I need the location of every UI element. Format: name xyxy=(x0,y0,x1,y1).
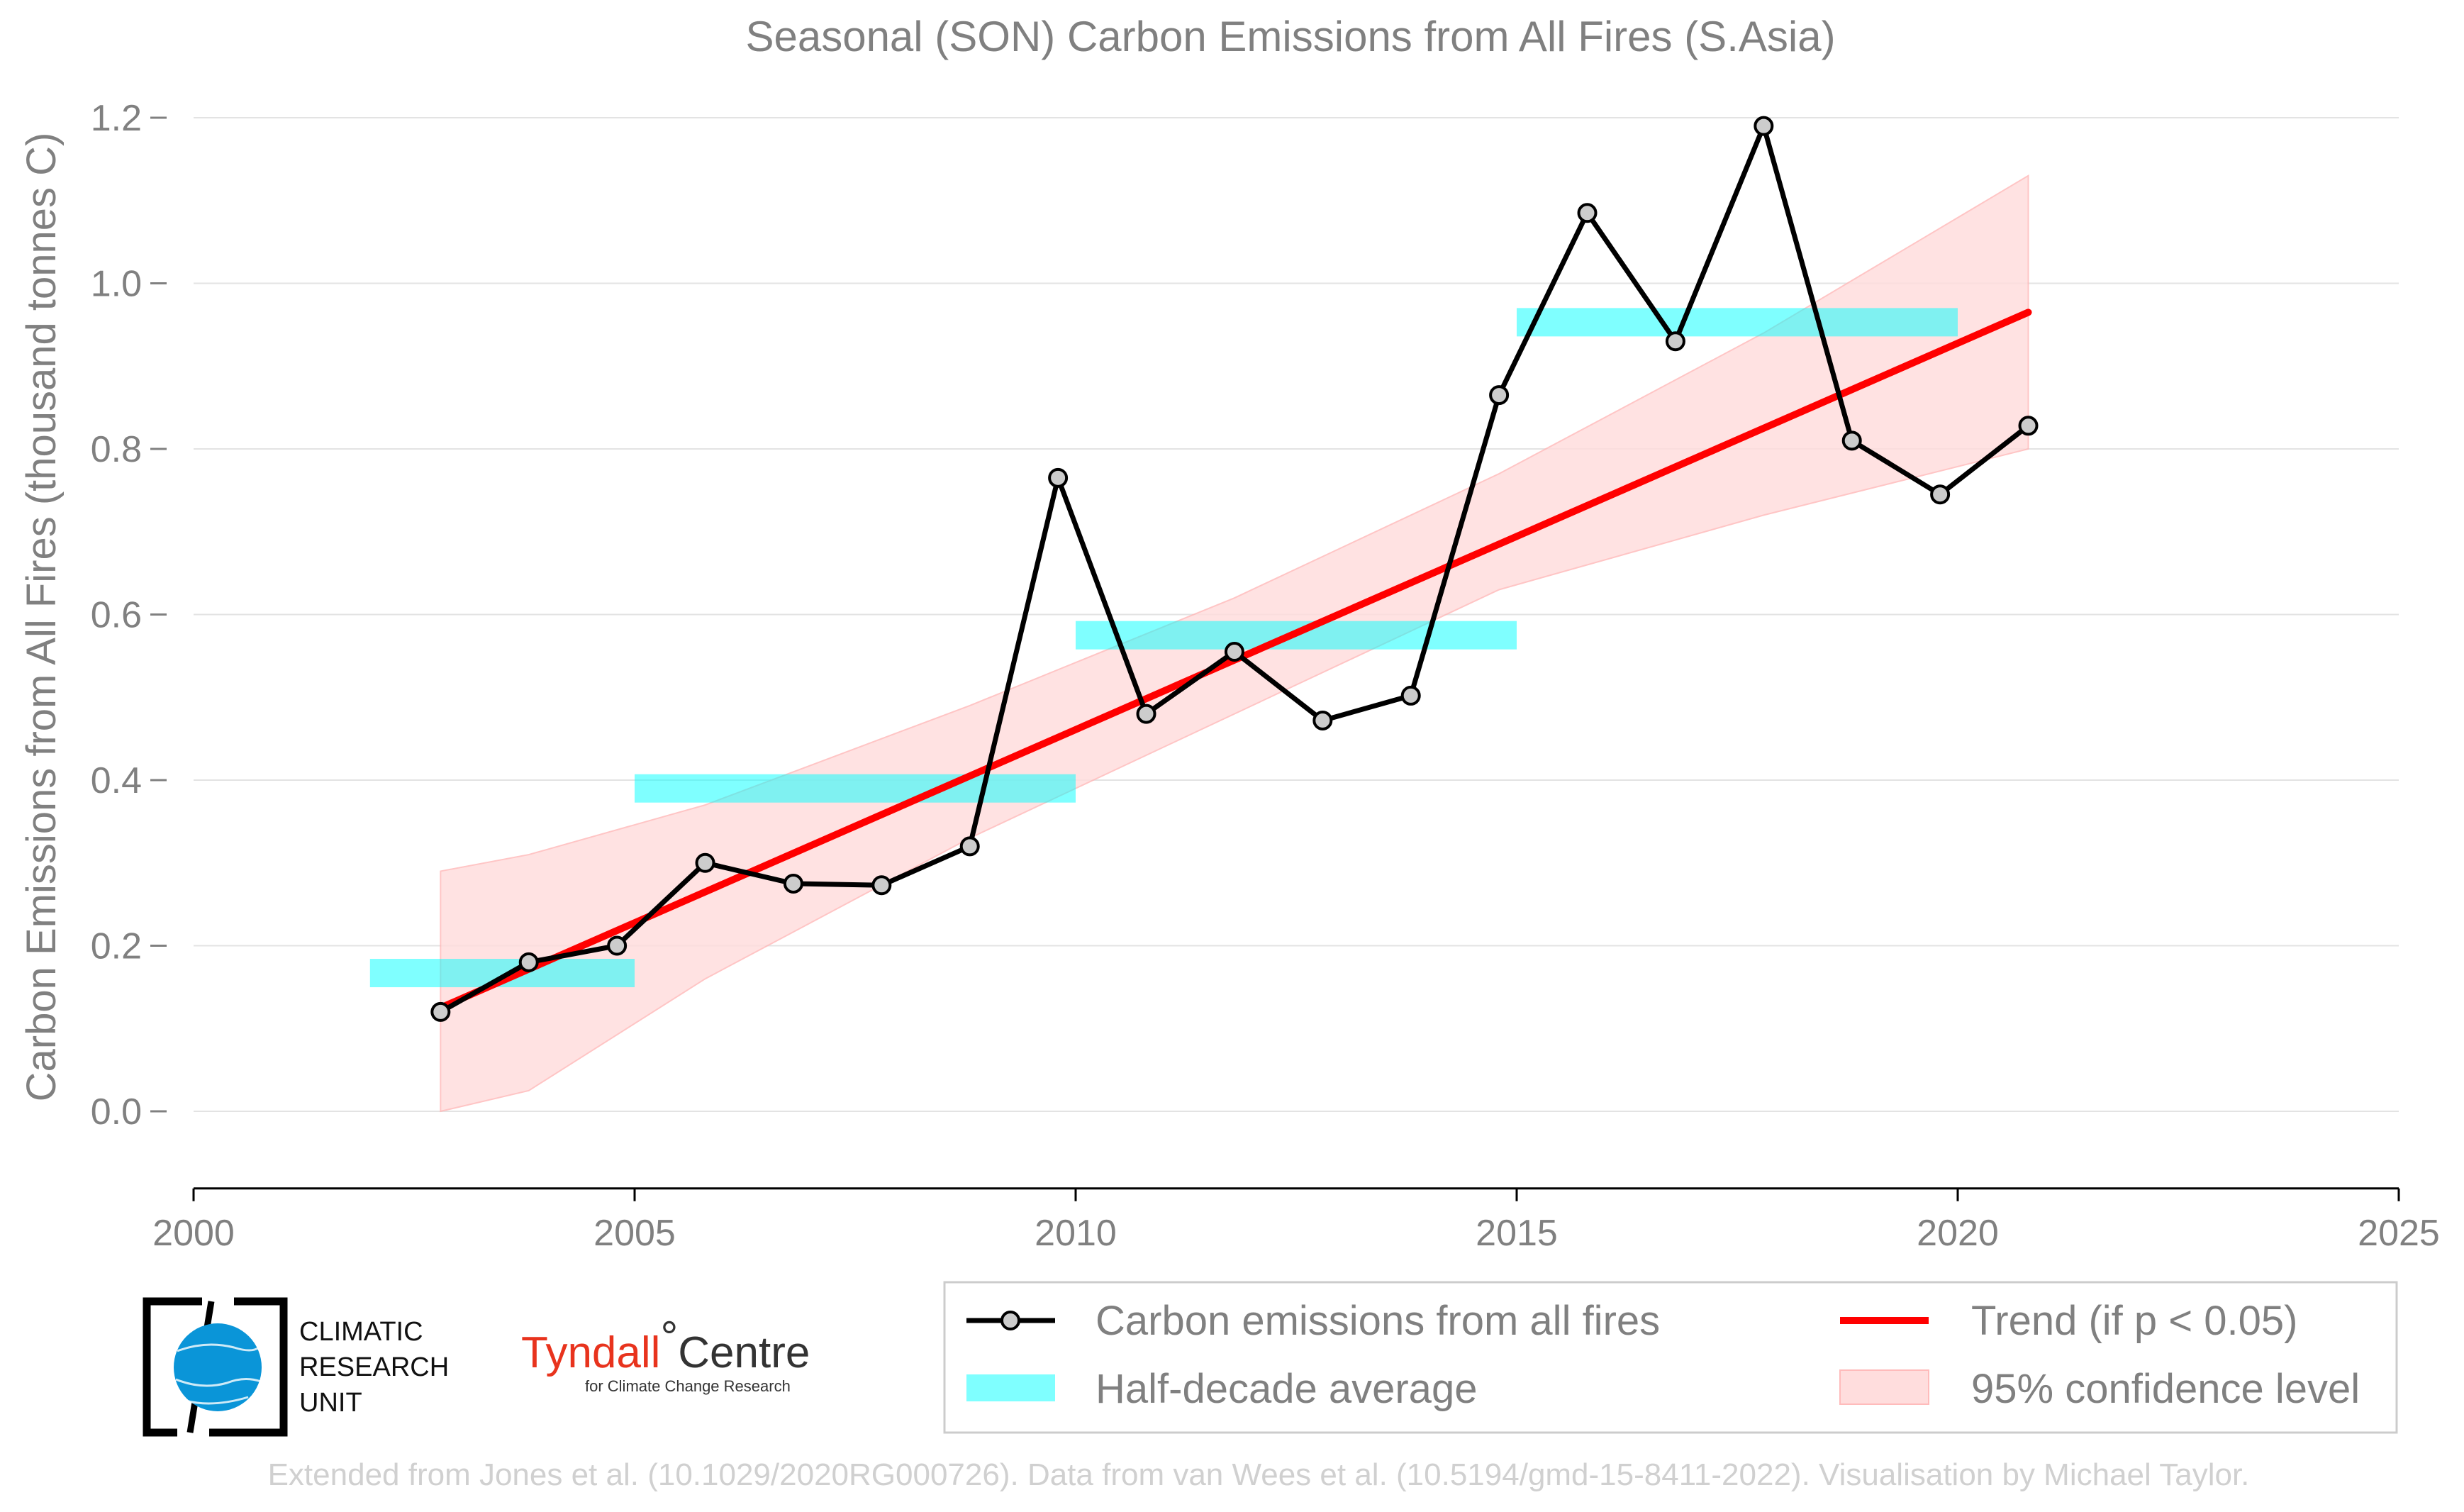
x-tick-label-3: 2015 xyxy=(1476,1213,1558,1254)
footer-credit: Extended from Jones et al. (10.1029/2020… xyxy=(268,1457,2250,1492)
legend-label-confidence: 95% confidence level xyxy=(1971,1366,2360,1412)
emissions-point-0 xyxy=(430,1001,451,1022)
emissions-point-18 xyxy=(2018,416,2039,436)
legend-box xyxy=(943,1281,2398,1434)
x-tick-label-4: 2020 xyxy=(1917,1213,1999,1254)
emissions-point-11 xyxy=(1400,685,1421,706)
emissions-point-13 xyxy=(1577,203,1598,223)
tyndall-logo-red: Tyndall xyxy=(521,1328,660,1377)
legend-marker-emissions xyxy=(1000,1311,1020,1330)
emissions-point-7 xyxy=(1048,467,1069,488)
y-tick-label-6: 1.2 xyxy=(91,98,142,139)
emissions-point-2 xyxy=(607,935,628,956)
x-tick-label-0: 2000 xyxy=(152,1213,235,1254)
cru-logo-line-2: RESEARCH xyxy=(299,1352,449,1382)
emissions-point-4 xyxy=(783,873,803,894)
y-axis-label: Carbon Emissions from All Fires (thousan… xyxy=(18,133,65,1102)
axes: 0.0 0.2 0.4 0.6 0.8 1.0 1.2 2000 2005 2010 2015 202… xyxy=(91,98,2440,1254)
emissions-point-5 xyxy=(871,875,892,896)
emissions-point-3 xyxy=(695,852,715,873)
tyndall-logo-dark: Centre xyxy=(678,1328,810,1377)
cru-logo: CLIMATIC RESEARCH UNIT xyxy=(143,1297,449,1437)
legend-label-half-decade: Half-decade average xyxy=(1096,1366,1477,1412)
cru-logo-line-1: CLIMATIC xyxy=(299,1317,423,1347)
tyndall-logo: Tyndall°Centre for Climate Change Resear… xyxy=(521,1313,810,1395)
emissions-point-15 xyxy=(1754,116,1774,136)
emissions-point-9 xyxy=(1224,642,1244,662)
y-tick-label-2: 0.4 xyxy=(91,760,142,801)
y-tick-label-3: 0.6 xyxy=(91,595,142,636)
emissions-point-10 xyxy=(1312,710,1333,730)
emissions-series-layer xyxy=(430,116,2039,1022)
half-decade-bar-1 xyxy=(635,774,1076,803)
emissions-point-17 xyxy=(1930,484,1951,505)
y-tick-label-4: 0.8 xyxy=(91,429,142,470)
legend-swatch-half-decade xyxy=(966,1374,1055,1401)
legend: Carbon emissions from all fires Trend (i… xyxy=(943,1281,2398,1434)
legend-label-emissions: Carbon emissions from all fires xyxy=(1096,1298,1660,1344)
y-tick-label-1: 0.2 xyxy=(91,926,142,967)
emissions-point-1 xyxy=(518,952,539,972)
legend-label-trend: Trend (if p < 0.05) xyxy=(1971,1298,2297,1344)
legend-swatch-confidence xyxy=(1839,1369,1929,1405)
cru-logo-line-3: UNIT xyxy=(299,1388,362,1418)
y-tick-label-0: 0.0 xyxy=(91,1091,142,1133)
emissions-point-6 xyxy=(959,836,980,857)
y-tick-label-5: 1.0 xyxy=(91,264,142,305)
tyndall-logo-title: Tyndall°Centre xyxy=(521,1313,810,1377)
emissions-point-8 xyxy=(1136,704,1156,724)
emissions-point-16 xyxy=(1841,430,1862,451)
x-tick-label-5: 2025 xyxy=(2358,1213,2440,1254)
emissions-point-12 xyxy=(1489,385,1510,406)
x-tick-label-1: 2005 xyxy=(593,1213,676,1254)
chart-title: Seasonal (SON) Carbon Emissions from All… xyxy=(745,13,1835,60)
x-tick-label-2: 2010 xyxy=(1035,1213,1117,1254)
tyndall-logo-degree: ° xyxy=(660,1313,678,1362)
half-decade-bar-3 xyxy=(1517,308,1958,337)
emissions-point-14 xyxy=(1665,331,1685,352)
tyndall-logo-subtitle: for Climate Change Research xyxy=(585,1377,791,1395)
